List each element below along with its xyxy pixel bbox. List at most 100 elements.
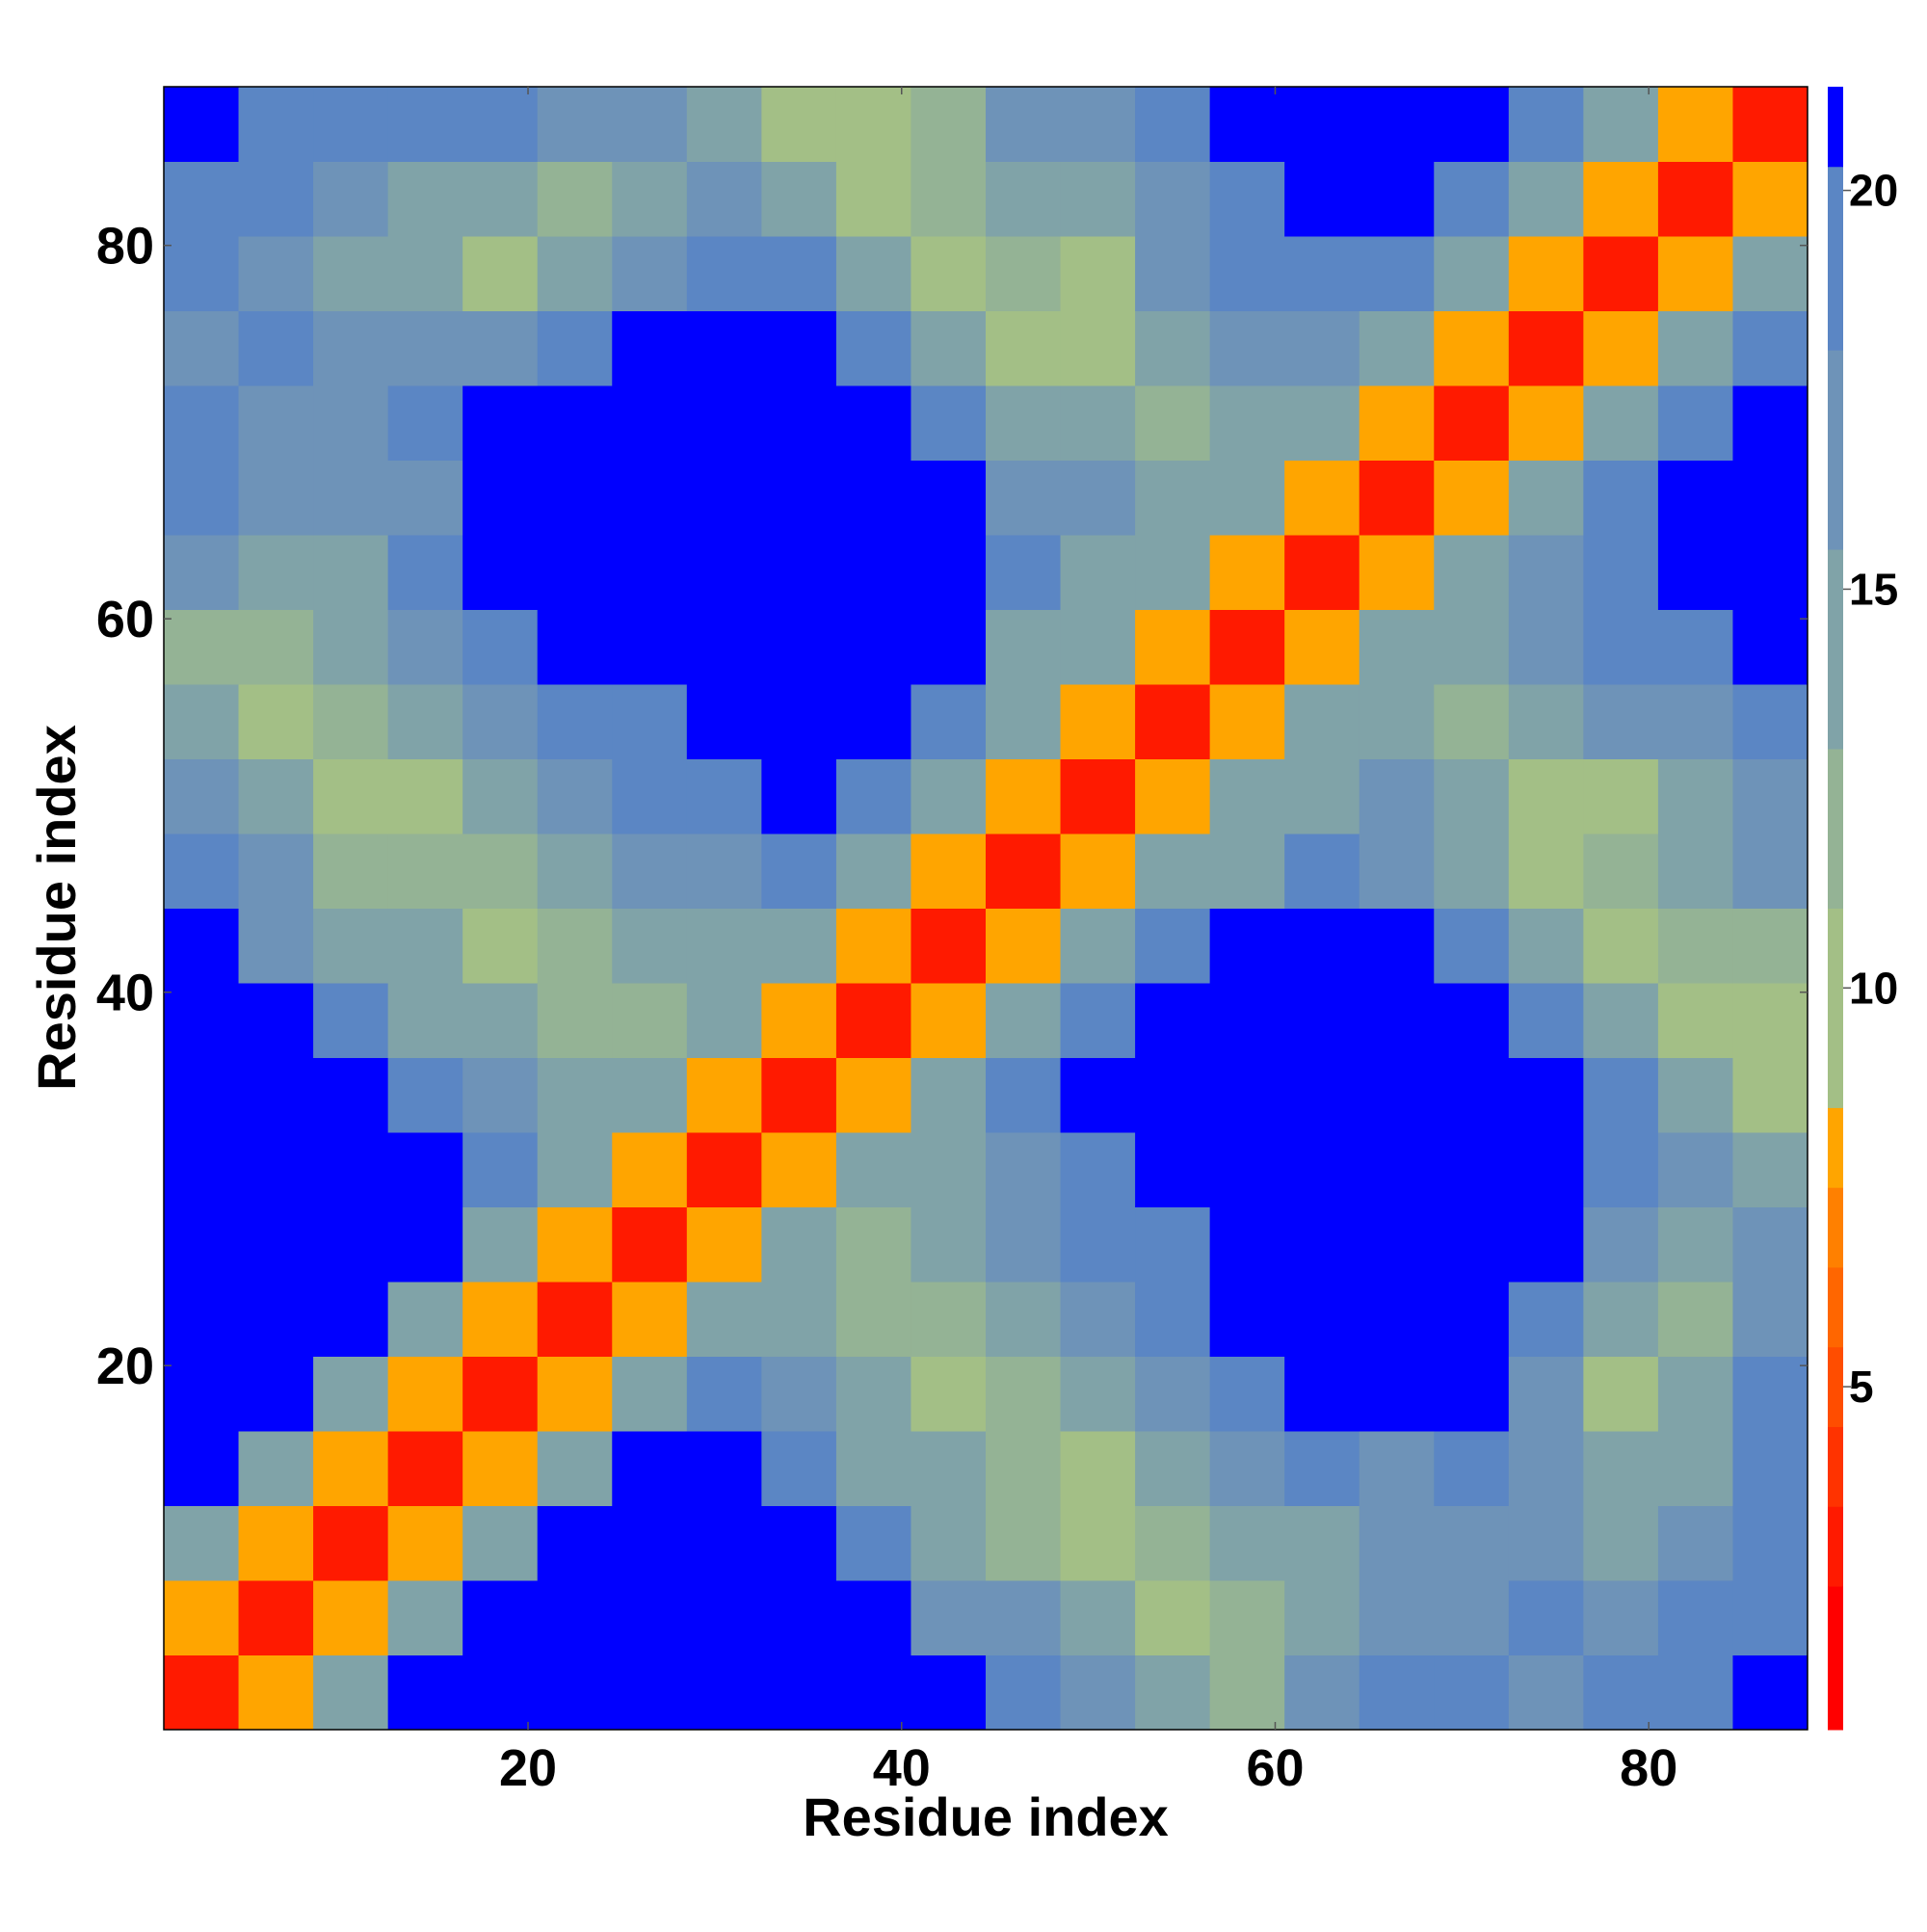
heatmap-cell (1657, 1132, 1733, 1207)
heatmap-cell (1508, 310, 1584, 386)
heatmap-cell (1732, 385, 1808, 461)
heatmap-cell (1359, 161, 1435, 237)
heatmap-cell (1209, 834, 1285, 909)
heatmap-cell (313, 460, 389, 536)
heatmap-cell (1434, 87, 1510, 162)
heatmap-cell (686, 834, 762, 909)
heatmap-cell (164, 87, 240, 162)
heatmap-cell (1732, 983, 1808, 1058)
heatmap-cell (1135, 1580, 1211, 1655)
heatmap-cell (1359, 684, 1435, 759)
heatmap-cell (686, 1654, 762, 1731)
heatmap-cell (612, 535, 688, 610)
heatmap-cell (986, 1431, 1062, 1506)
x-tick-label: 60 (1246, 1739, 1304, 1797)
heatmap-cell (1508, 758, 1584, 834)
heatmap-cell (387, 983, 463, 1058)
heatmap-cell (537, 87, 613, 162)
heatmap-cell (462, 385, 539, 461)
heatmap-cell (612, 385, 688, 461)
heatmap-cell (1284, 385, 1360, 461)
heatmap-cell (1209, 1132, 1285, 1207)
heatmap-cell (835, 834, 911, 909)
heatmap-cell (911, 684, 987, 759)
heatmap-cell (313, 1206, 389, 1283)
heatmap-cell (462, 161, 539, 237)
heatmap-cell (1284, 684, 1360, 759)
heatmap-cell (1657, 161, 1733, 237)
colorbar-band (1828, 87, 1843, 168)
heatmap-cell (911, 1206, 987, 1283)
heatmap-cell (1060, 834, 1136, 909)
heatmap-cell (387, 535, 463, 610)
heatmap-cell (537, 1206, 613, 1283)
heatmap-cell (462, 1282, 539, 1357)
heatmap-cell (1508, 1206, 1584, 1283)
heatmap-cell (835, 236, 911, 311)
colorbar-band (1828, 1346, 1843, 1427)
heatmap-cell (1359, 758, 1435, 834)
heatmap (164, 87, 1808, 1731)
heatmap-cell (387, 87, 463, 162)
heatmap-cell (911, 460, 987, 536)
heatmap-cell (1732, 310, 1808, 386)
heatmap-cell (1209, 310, 1285, 386)
heatmap-cell (686, 87, 762, 162)
heatmap-cell (911, 908, 987, 984)
heatmap-cell (238, 310, 314, 386)
y-tick-label: 20 (96, 1337, 154, 1395)
heatmap-cell (537, 834, 613, 909)
heatmap-cell (1135, 834, 1211, 909)
heatmap-cell (1583, 1057, 1659, 1133)
heatmap-cell (986, 1505, 1062, 1581)
heatmap-cell (313, 1654, 389, 1731)
heatmap-cell (1434, 161, 1510, 237)
heatmap-cell (462, 310, 539, 386)
colorbar-band (1828, 1107, 1843, 1188)
heatmap-cell (537, 161, 613, 237)
heatmap-cell (1284, 460, 1360, 536)
heatmap-cell (1209, 1580, 1285, 1655)
heatmap-cell (1284, 1356, 1360, 1432)
heatmap-cell (1359, 385, 1435, 461)
heatmap-cell (835, 535, 911, 610)
heatmap-cell (1135, 1206, 1211, 1283)
heatmap-cell (1135, 908, 1211, 984)
heatmap-cell (462, 460, 539, 536)
heatmap-cell (537, 609, 613, 685)
heatmap-cell (612, 1580, 688, 1655)
heatmap-cell (1060, 1356, 1136, 1432)
heatmap-cell (1359, 1356, 1435, 1432)
heatmap-cell (1359, 87, 1435, 162)
heatmap-cell (612, 834, 688, 909)
heatmap-cell (1434, 1431, 1510, 1506)
heatmap-cell (686, 1132, 762, 1207)
heatmap-cell (164, 684, 240, 759)
heatmap-cell (1209, 1206, 1285, 1283)
heatmap-cell (1209, 1431, 1285, 1506)
heatmap-cell (164, 1282, 240, 1357)
heatmap-cell (761, 1206, 837, 1283)
heatmap-cell (313, 236, 389, 311)
heatmap-cell (835, 908, 911, 984)
heatmap-cell (612, 1356, 688, 1432)
heatmap-cell (1135, 236, 1211, 311)
heatmap-cell (612, 87, 688, 162)
heatmap-cell (911, 1505, 987, 1581)
heatmap-cell (164, 1580, 240, 1655)
heatmap-cell (387, 908, 463, 984)
heatmap-cell (911, 983, 987, 1058)
heatmap-cell (164, 535, 240, 610)
heatmap-cell (1434, 236, 1510, 311)
heatmap-cell (387, 161, 463, 237)
heatmap-cell (1732, 1282, 1808, 1357)
heatmap-cell (164, 983, 240, 1058)
colorbar-tick-label: 15 (1849, 564, 1898, 614)
heatmap-cell (835, 684, 911, 759)
x-tick-label: 20 (499, 1739, 557, 1797)
heatmap-cell (1583, 1282, 1659, 1357)
heatmap-cell (986, 1057, 1062, 1133)
heatmap-cell (1359, 609, 1435, 685)
heatmap-cell (761, 609, 837, 685)
